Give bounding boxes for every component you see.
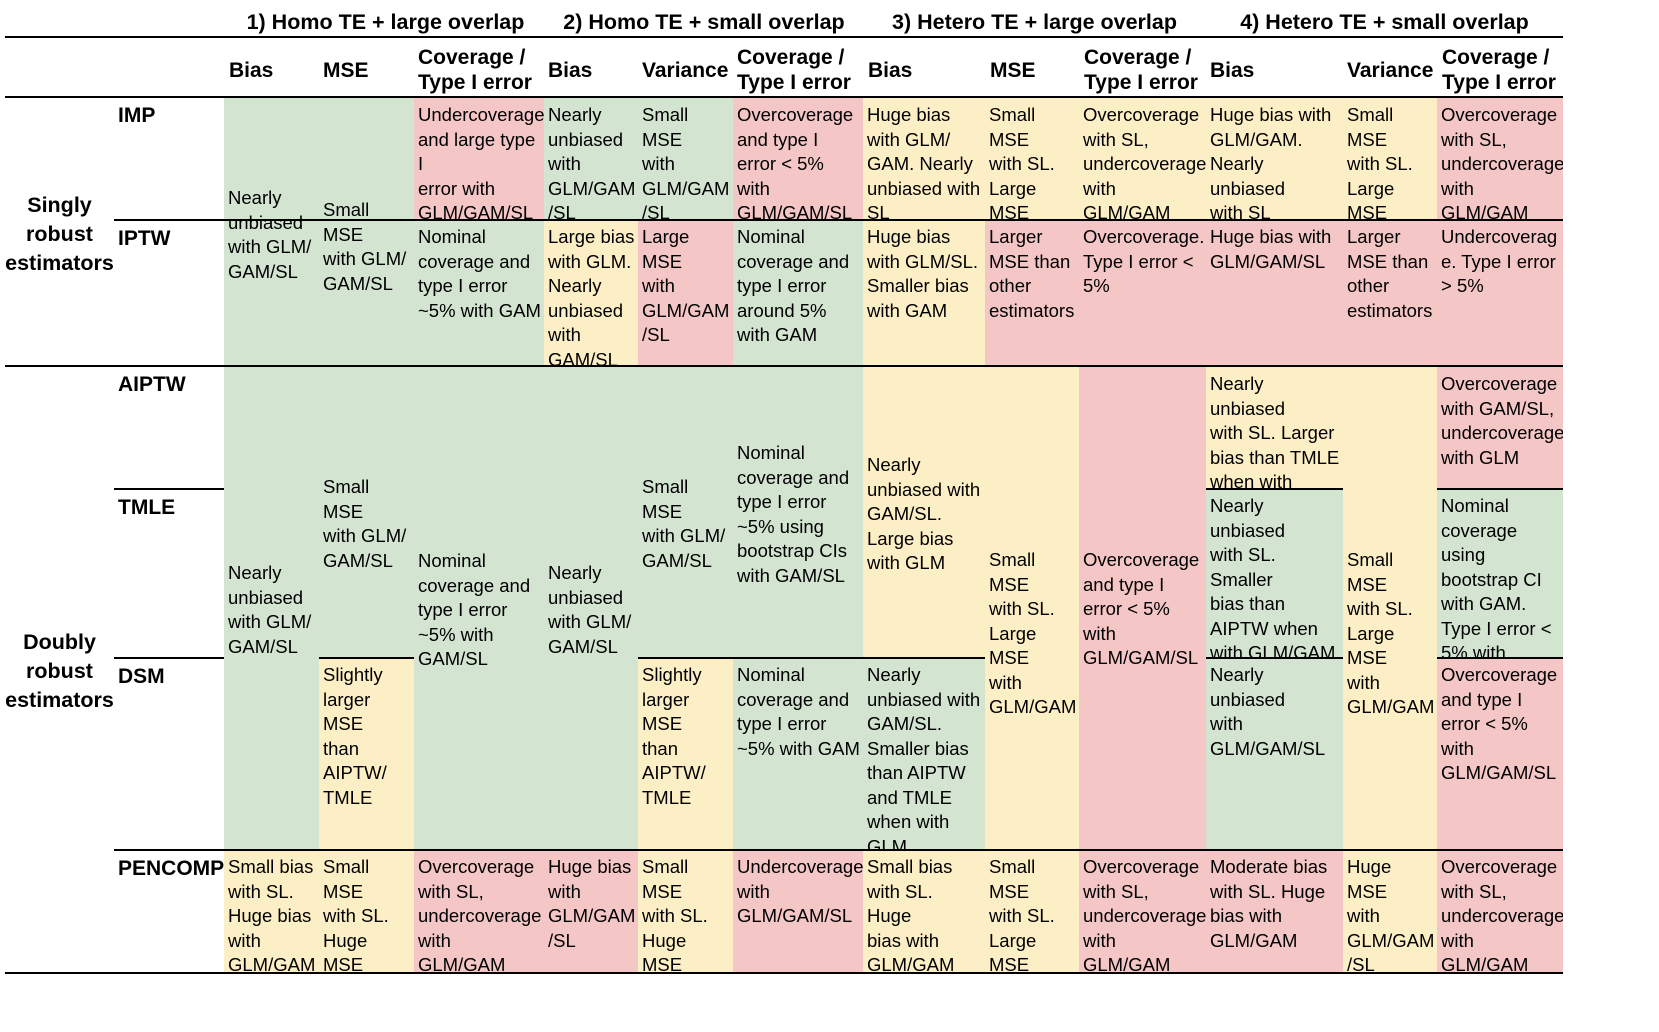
cell-iptw-g4-bias: Huge bias with GLM/GAM/SL: [1206, 220, 1343, 366]
cell-imp-g2-variance: Small MSE with GLM/GAM /SL: [638, 98, 733, 220]
col-header-g4-variance: Variance: [1347, 59, 1434, 82]
row-divider-aiptw-tmle-g4-coverage: [1437, 488, 1563, 490]
cell-aiptw-tmle-g3-bias: Nearly unbiased with GAM/SL. Large bias …: [863, 367, 985, 658]
cell-dsm-g4-bias: Nearly unbiased with GLM/GAM/SL: [1206, 658, 1343, 849]
header-rule: [5, 36, 1563, 38]
cell-pencomp-g2-bias: Huge bias with GLM/GAM /SL: [544, 850, 638, 972]
cell-dsm-g3-bias: Nearly unbiased with GAM/SL. Smaller bia…: [863, 658, 985, 849]
cell-iptw-g2-coverage: Nominal coverage and type I error around…: [733, 220, 863, 366]
cell-aiptw-g4-coverage: Overcoverage with GAM/SL, undercoverage …: [1437, 367, 1563, 489]
cell-iptw-g4-coverage: Undercoverag e. Type I error > 5%: [1437, 220, 1563, 366]
col-header-g1-mse: MSE: [323, 59, 369, 82]
col-header-g3-mse: MSE: [990, 59, 1036, 82]
group-header-3: 3) Hetero TE + large overlap: [892, 10, 1177, 34]
cell-iptw-g3-mse: Larger MSE than other estimators: [985, 220, 1079, 366]
col-header-g1-coverage: Coverage / Type I error: [418, 46, 532, 94]
row-divider-imp-iptw: [114, 219, 1563, 221]
cell-pencomp-g3-bias: Small bias with SL. Huge bias with GLM/G…: [863, 850, 985, 972]
row-divider-aiptw-tmle-label: [114, 488, 224, 490]
cell-doubly-g3-coverage: Overcoverage and type I error < 5% with …: [1079, 367, 1206, 849]
cell-doubly-g3-mse: Small MSE with SL. Large MSE with GLM/GA…: [985, 367, 1079, 849]
group-header-2: 2) Homo TE + small overlap: [563, 10, 845, 34]
bottom-rule: [5, 972, 1563, 974]
cell-pencomp-g1-bias: Small bias with SL. Huge bias with GLM/G…: [224, 850, 319, 972]
cell-singly-g1-mse: Small MSE with GLM/ GAM/SL: [319, 98, 414, 366]
cell-imp-g4-coverage: Overcoverage with SL, undercoverage with…: [1437, 98, 1563, 220]
cell-iptw-g1-coverage: Nominal coverage and type I error ~5% wi…: [414, 220, 544, 366]
cell-pencomp-g4-coverage: Overcoverage with SL, undercoverage with…: [1437, 850, 1563, 972]
estimator-aiptw: AIPTW: [118, 373, 186, 396]
estimator-tmle: TMLE: [118, 496, 176, 519]
row-divider-tmle-dsm-label: [114, 657, 224, 659]
category-doubly-robust: Doubly robust estimators: [5, 630, 114, 712]
cell-imp-g3-coverage: Overcoverage with SL, undercoverage with…: [1079, 98, 1206, 220]
col-header-g3-bias: Bias: [868, 59, 913, 82]
cell-doubly-g4-variance: Small MSE with SL. Large MSE with GLM/GA…: [1343, 367, 1437, 849]
cell-pencomp-g4-bias: Moderate bias with SL. Huge bias with GL…: [1206, 850, 1343, 972]
cell-aiptw-tmle-g2-coverage: Nominal coverage and type I error ~5% us…: [733, 367, 863, 658]
cell-doubly-g2-bias: Nearly unbiased with GLM/ GAM/SL: [544, 367, 638, 849]
cell-dsm-g2-variance: Slightly larger MSE than AIPTW/ TMLE: [638, 658, 733, 849]
cell-iptw-g3-coverage: Overcoverage. Type I error < 5%: [1079, 220, 1206, 366]
row-divider-aiptw-tmle-g4-bias: [1206, 488, 1343, 490]
cell-imp-g2-coverage: Overcoverage and type I error < 5% with …: [733, 98, 863, 220]
header-bottom-rule: [5, 96, 1563, 98]
row-divider-tmle-dsm-g2g3: [638, 657, 985, 659]
group-header-1: 1) Homo TE + large overlap: [246, 10, 525, 34]
cell-imp-g4-variance: Small MSE with SL. Large MSE with GLM/GA…: [1343, 98, 1437, 220]
cell-pencomp-g3-mse: Small MSE with SL. Large MSE with GLM/GA…: [985, 850, 1079, 972]
row-divider-tmle-dsm-g1: [319, 657, 414, 659]
col-header-g2-coverage: Coverage / Type I error: [737, 46, 851, 94]
row-divider-tmle-dsm-g4-bias: [1206, 657, 1343, 659]
cell-aiptw-tmle-g2-variance: Small MSE with GLM/ GAM/SL: [638, 367, 733, 658]
cell-pencomp-g1-mse: Small MSE with SL. Huge MSE with GLM/GAM: [319, 850, 414, 972]
section-divider: [5, 365, 1563, 367]
estimator-dsm: DSM: [118, 665, 165, 688]
cell-tmle-g4-coverage: Nominal coverage using bootstrap CI with…: [1437, 489, 1563, 658]
cell-iptw-g2-variance: Large MSE with GLM/GAM /SL: [638, 220, 733, 366]
cell-pencomp-g1-coverage: Overcoverage with SL, undercoverage with…: [414, 850, 544, 972]
col-header-g4-coverage: Coverage / Type I error: [1442, 46, 1556, 94]
cell-aiptw-tmle-g1-mse: Small MSE with GLM/ GAM/SL: [319, 367, 414, 658]
cell-pencomp-g2-variance: Small MSE with SL. Huge MSE with GLM/GAM: [638, 850, 733, 972]
group-header-4: 4) Hetero TE + small overlap: [1240, 10, 1529, 34]
col-header-g4-bias: Bias: [1210, 59, 1255, 82]
cell-doubly-g1-bias: Nearly unbiased with GLM/ GAM/SL: [224, 367, 319, 849]
col-header-g2-bias: Bias: [548, 59, 593, 82]
cell-dsm-g1-mse: Slightly larger MSE than AIPTW/ TMLE: [319, 658, 414, 849]
cell-iptw-g4-variance: Larger MSE than other estimators: [1343, 220, 1437, 366]
cell-doubly-g1-coverage: Nominal coverage and type I error ~5% wi…: [414, 367, 544, 849]
estimator-iptw: IPTW: [118, 227, 171, 250]
estimator-imp: IMP: [118, 104, 156, 127]
cell-dsm-g2-coverage: Nominal coverage and type I error ~5% wi…: [733, 658, 863, 849]
cell-aiptw-g4-bias: Nearly unbiased with SL. Larger bias tha…: [1206, 367, 1343, 489]
row-divider-dsm-pencomp: [114, 849, 1563, 851]
cell-pencomp-g4-variance: Huge MSE with GLM/GAM /SL: [1343, 850, 1437, 972]
cell-dsm-g4-coverage: Overcoverage and type I error < 5% with …: [1437, 658, 1563, 849]
cell-imp-g2-bias: Nearly unbiased with GLM/GAM /SL: [544, 98, 638, 220]
col-header-g1-bias: Bias: [229, 59, 274, 82]
cell-pencomp-g3-coverage: Overcoverage with SL, undercoverage with…: [1079, 850, 1206, 972]
estimator-pencomp: PENCOMP: [118, 857, 225, 880]
cell-singly-g1-bias: Nearly unbiased with GLM/ GAM/SL: [224, 98, 319, 366]
cell-imp-g3-bias: Huge bias with GLM/ GAM. Nearly unbiased…: [863, 98, 985, 220]
cell-imp-g4-bias: Huge bias with GLM/GAM. Nearly unbiased …: [1206, 98, 1343, 220]
cell-iptw-g3-bias: Huge bias with GLM/SL. Smaller bias with…: [863, 220, 985, 366]
cell-imp-g1-coverage: Undercoverage and large type I error wit…: [414, 98, 544, 220]
cell-pencomp-g2-coverage: Undercoverage with GLM/GAM/SL: [733, 850, 863, 972]
col-header-g2-variance: Variance: [642, 59, 729, 82]
row-divider-tmle-dsm-g4-coverage: [1437, 657, 1563, 659]
category-singly-robust: Singly robust estimators: [5, 193, 114, 275]
cell-iptw-g2-bias: Large bias with GLM. Nearly unbiased wit…: [544, 220, 638, 366]
cell-tmle-g4-bias: Nearly unbiased with SL. Smaller bias th…: [1206, 489, 1343, 658]
col-header-g3-coverage: Coverage / Type I error: [1084, 46, 1198, 94]
cell-imp-g3-mse: Small MSE with SL. Large MSE with GLM/GA…: [985, 98, 1079, 220]
